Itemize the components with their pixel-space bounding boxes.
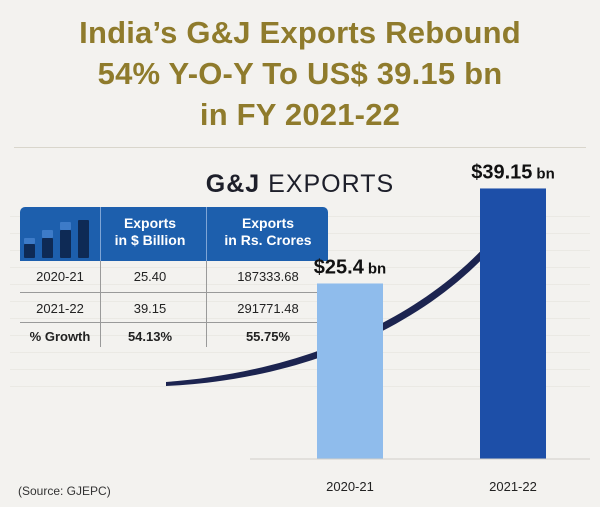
chart-title-bold: G&J	[205, 170, 261, 198]
table-header-usd-line1: Exports	[123, 215, 177, 231]
headline-line-1: India’s G&J Exports Rebound	[79, 15, 521, 50]
table-cell: 291771.48	[237, 301, 299, 316]
category-label: 2020-21	[326, 479, 374, 494]
table-cell: 55.75%	[245, 329, 291, 344]
table-cell: 39.15	[133, 301, 167, 316]
table-header-divider-1	[100, 207, 101, 261]
table-header: Exports in $ Billion Exports in Rs. Cror…	[20, 207, 328, 261]
bar-value-label: $25.4 bn	[314, 256, 386, 278]
table-row: 2021-22 39.15 291771.48	[20, 293, 328, 325]
bar-chart-icon	[24, 214, 100, 258]
bar-value-label: $39.15 bn	[471, 161, 555, 183]
table-cell: 25.40	[133, 269, 167, 284]
table-header-inr: Exports in Rs. Crores	[208, 215, 328, 249]
chart-title: G&J EXPORTS	[0, 170, 600, 199]
table-header-usd: Exports in $ Billion	[100, 215, 200, 249]
table-cell: % Growth	[29, 329, 91, 344]
headline: India’s G&J Exports Rebound 54% Y-O-Y To…	[0, 12, 600, 135]
table-cell: 54.13%	[127, 329, 173, 344]
category-label: 2021-22	[489, 479, 537, 494]
headline-line-3: in FY 2021-22	[199, 97, 401, 132]
chart-title-rest: EXPORTS	[268, 170, 395, 198]
bar-2021-22	[480, 188, 546, 460]
source-note: (Source: GJEPC)	[18, 484, 111, 498]
table-row-divider	[20, 292, 328, 293]
table-row-divider	[20, 322, 328, 323]
table-col-divider	[206, 261, 207, 347]
table-row: 2020-21 25.40 187333.68	[20, 261, 328, 293]
table-header-inr-line2: in Rs. Crores	[224, 232, 312, 248]
table-header-inr-line1: Exports	[241, 215, 295, 231]
separator	[14, 147, 586, 148]
table-row-growth: % Growth 54.13% 55.75%	[20, 321, 328, 353]
table-cell: 187333.68	[237, 269, 299, 284]
table-cell: 2021-22	[36, 301, 84, 316]
table-cell: 2020-21	[36, 269, 84, 284]
table-col-divider	[100, 261, 101, 347]
bar-2020-21	[317, 283, 383, 459]
table-header-usd-line2: in $ Billion	[114, 232, 186, 248]
table-header-divider-2	[206, 207, 207, 261]
headline-line-2: 54% Y-O-Y To US$ 39.15 bn	[97, 56, 503, 91]
